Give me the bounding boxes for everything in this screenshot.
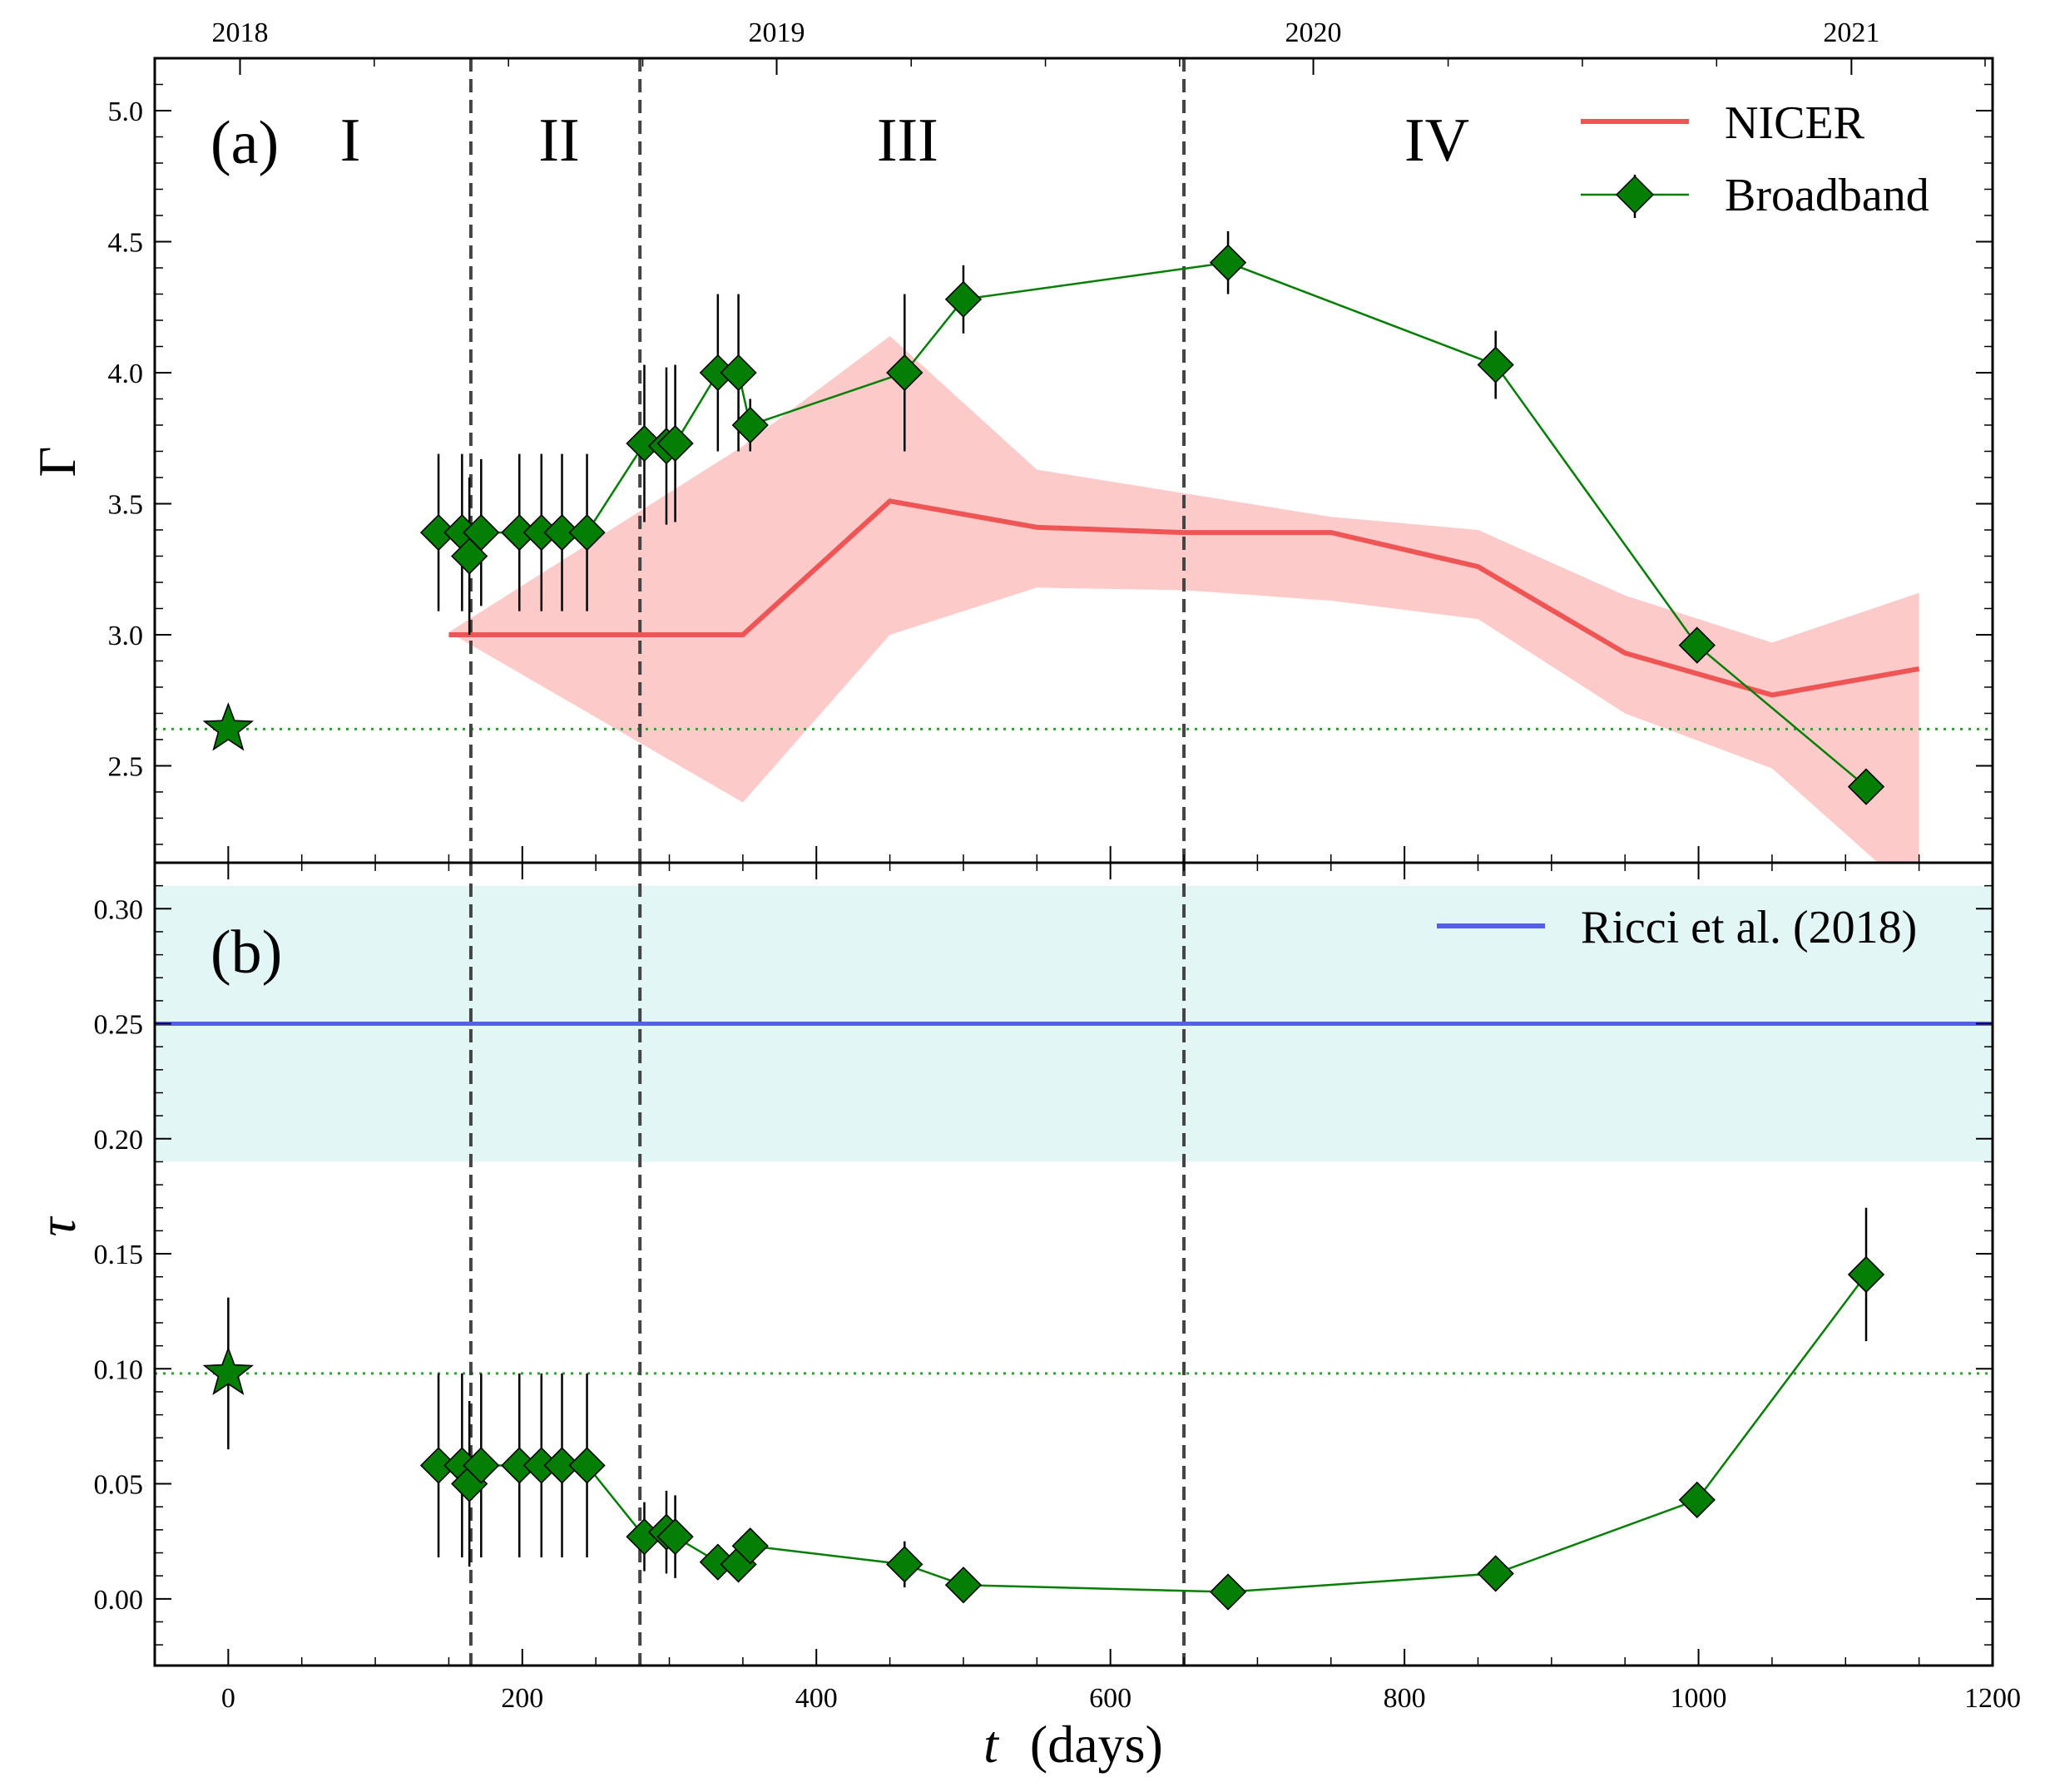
tau-point-marker-15 — [944, 1567, 983, 1604]
svg-text:t (days): t (days) — [983, 1715, 1163, 1774]
gamma-point-marker-19 — [1847, 768, 1885, 805]
top-year-label-3: 2021 — [1823, 17, 1879, 48]
tau-point-marker-14 — [886, 1546, 923, 1583]
nicer-line — [448, 498, 1920, 698]
phase-label-III: III — [877, 106, 938, 175]
x-tick-label-3: 600 — [1089, 1683, 1131, 1714]
legend-broadband-swatch-marker — [1615, 175, 1655, 215]
yb-tick-label-4: 0.20 — [94, 1125, 144, 1156]
ya-tick-label-2: 3.5 — [108, 489, 144, 520]
x-axis-title: t (days) — [983, 1715, 1163, 1774]
tau-reference-star — [202, 1346, 255, 1395]
phase-label-I: I — [340, 106, 361, 175]
x-tick-label-6: 1200 — [1964, 1683, 2021, 1714]
legend-panel-b: Ricci et al. (2018) — [1437, 902, 1917, 953]
y-axis-title-gamma: Γ — [27, 447, 87, 478]
gamma-point-marker-12 — [720, 354, 757, 392]
panel-a: (a) I II III IV NICER Broadband — [153, 57, 1994, 864]
nicer-series — [448, 498, 1920, 698]
legend-ricci-label: Ricci et al. (2018) — [1581, 902, 1917, 953]
x-tick-label-2: 400 — [795, 1683, 838, 1714]
panel-b-frame — [153, 861, 1994, 1667]
gamma-reference-star — [202, 702, 255, 751]
legend-panel-a: NICER Broadband — [1581, 97, 1929, 221]
tau-point-marker-17 — [1477, 1555, 1514, 1592]
gamma-point-marker-14 — [886, 354, 923, 392]
yb-tick-label-0: 0.00 — [94, 1585, 144, 1616]
phase-boundaries — [468, 58, 1186, 863]
x-tick-label-4: 800 — [1384, 1683, 1426, 1714]
axis-ticks: 0 200 400 600 800 1000 1200 2018 2019 2020 2021 2.5… — [94, 17, 2022, 1714]
tau-point-marker-6 — [543, 1447, 581, 1484]
ya-tick-label-0: 2.5 — [108, 751, 144, 782]
panel-b: (b) Ricci et al. (2018) — [153, 861, 1994, 1667]
ya-tick-label-3: 4.0 — [108, 359, 144, 389]
gamma-point-marker-3 — [463, 513, 500, 552]
x-axis-unit: (days) — [1030, 1715, 1163, 1774]
top-year-label-2: 2020 — [1285, 17, 1342, 48]
yb-tick-label-2: 0.10 — [94, 1354, 144, 1385]
tau-point-marker-3 — [463, 1447, 500, 1484]
gamma-point-marker-17 — [1477, 346, 1514, 384]
gamma-point-marker-8 — [626, 424, 663, 463]
tau-point-marker-16 — [1209, 1573, 1247, 1611]
gamma-point-marker-7 — [568, 513, 606, 552]
yb-tick-label-5: 0.25 — [94, 1010, 144, 1041]
broadband-series-gamma — [202, 230, 1885, 805]
top-year-label-0: 2018 — [211, 17, 268, 48]
x-tick-label-0: 0 — [221, 1683, 235, 1714]
yb-tick-label-1: 0.05 — [94, 1470, 144, 1501]
x-tick-label-1: 200 — [501, 1683, 543, 1714]
panel-b-border — [153, 861, 1994, 1667]
tau-point-marker-19 — [1847, 1255, 1885, 1294]
broadband-series-tau — [202, 1207, 1885, 1611]
panel-b-tag: (b) — [210, 918, 282, 987]
panel-a-labels: (a) I II III IV — [210, 106, 1469, 177]
tau-point-marker-18 — [1678, 1481, 1716, 1519]
gamma-point-marker-18 — [1678, 626, 1716, 664]
legend-nicer-label: NICER — [1725, 97, 1865, 149]
panel-a-tag: (a) — [210, 109, 279, 177]
y-axis-title-tau: τ — [27, 1215, 87, 1236]
phase-label-IV: IV — [1404, 106, 1469, 175]
gamma-point-marker-6 — [543, 513, 581, 552]
nicer-band — [448, 335, 1919, 863]
x-axis-variable: t — [983, 1715, 1000, 1774]
gamma-point-marker-15 — [944, 280, 983, 318]
nicer-uncertainty-band — [448, 335, 1919, 863]
phase-label-II: II — [538, 106, 579, 175]
panel-b-labels: (b) — [210, 918, 282, 987]
x-tick-label-5: 1000 — [1671, 1683, 1727, 1714]
tau-point-marker-10 — [656, 1518, 694, 1556]
yb-tick-label-3: 0.15 — [94, 1240, 144, 1270]
ya-tick-label-1: 3.0 — [108, 621, 144, 651]
gamma-point-marker-10 — [656, 424, 694, 463]
tau-point-marker-13 — [731, 1527, 769, 1565]
legend-broadband-label: Broadband — [1725, 170, 1929, 221]
ya-tick-label-4: 4.5 — [108, 227, 144, 258]
yb-tick-label-6: 0.30 — [94, 894, 144, 925]
tau-point-marker-7 — [568, 1447, 606, 1484]
gamma-point-marker-16 — [1209, 244, 1247, 281]
gamma-point-marker-13 — [731, 406, 769, 444]
top-year-label-1: 2019 — [749, 17, 805, 48]
ya-tick-label-5: 5.0 — [108, 97, 144, 127]
